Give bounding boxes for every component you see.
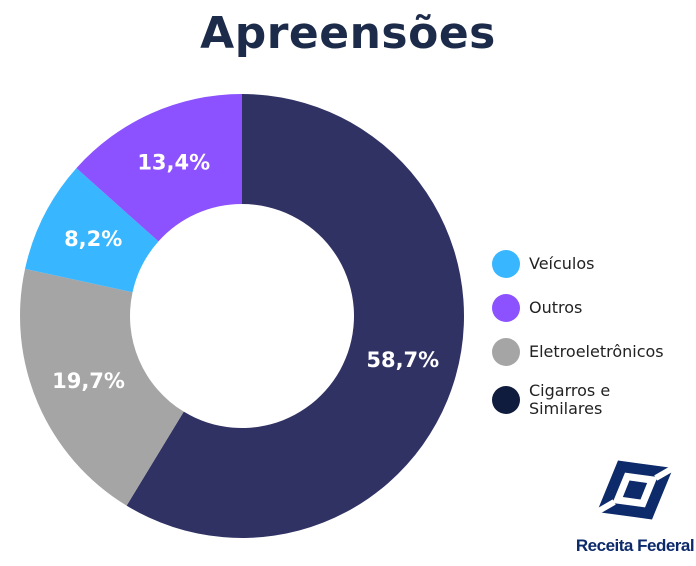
legend-label: Eletroeletrônicos <box>529 342 664 361</box>
chart-title: Apreensões <box>200 8 496 59</box>
legend-label: Veículos <box>529 254 595 273</box>
legend-swatch <box>492 386 520 414</box>
legend-swatch <box>492 294 520 322</box>
receita-federal-logo-icon <box>595 460 675 520</box>
legend-swatch <box>492 338 520 366</box>
slice-value-label: 19,7% <box>52 369 125 393</box>
donut-slice <box>25 168 159 293</box>
legend-item-veiculos: Veículos <box>492 250 692 278</box>
legend: Veículos Outros Eletroeletrônicos Cigarr… <box>492 250 692 434</box>
logo-text: Receita Federal <box>575 536 695 555</box>
slice-value-label: 58,7% <box>366 348 439 372</box>
slice-value-label: 13,4% <box>137 151 210 175</box>
donut-slice <box>76 94 242 242</box>
receita-federal-logo: Receita Federal <box>574 452 696 562</box>
legend-item-cigarros: Cigarros e Similares <box>492 382 692 418</box>
donut-slice <box>19 268 184 506</box>
donut-slice <box>126 94 464 539</box>
legend-swatch <box>492 250 520 278</box>
legend-item-eletroeletronicos: Eletroeletrônicos <box>492 338 692 366</box>
slice-value-label: 8,2% <box>64 227 122 251</box>
legend-label: Outros <box>529 298 583 317</box>
legend-label: Cigarros e Similares <box>529 381 611 418</box>
legend-item-outros: Outros <box>492 294 692 322</box>
